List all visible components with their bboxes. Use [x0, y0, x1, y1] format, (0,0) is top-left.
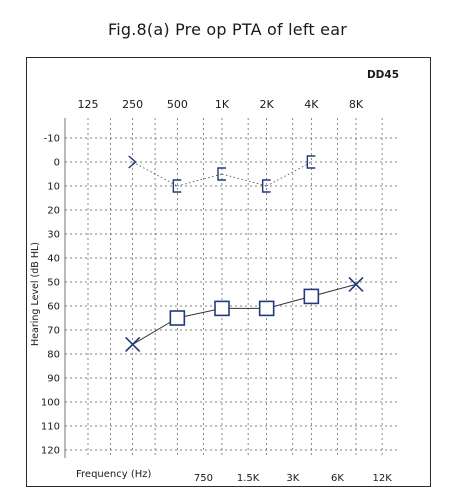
x-bottom-tick-label: 750 — [194, 473, 213, 484]
series-line — [132, 161, 178, 187]
x-axis-title: Frequency (Hz) — [76, 469, 152, 480]
y-tick-label: 90 — [47, 374, 60, 385]
x-tick-label: 4K — [304, 98, 319, 111]
y-tick-label: 120 — [41, 446, 60, 457]
series-line — [177, 173, 223, 187]
x-bottom-tick-label: 1.5K — [237, 473, 260, 484]
x-tick-label: 250 — [122, 98, 143, 111]
x-tick-label: 125 — [78, 98, 99, 111]
square-marker — [303, 288, 320, 305]
y-tick-label: 100 — [41, 398, 60, 409]
square-marker — [169, 310, 186, 326]
y-tick-label: 70 — [47, 326, 60, 337]
bracket-marker — [172, 179, 182, 193]
x-bottom-tick-label: 12K — [372, 473, 392, 484]
x-tick-label: 2K — [260, 98, 275, 111]
x-tick-label: 8K — [349, 98, 364, 111]
figure-caption: Fig.8(a) Pre op PTA of left ear — [108, 20, 347, 39]
square-marker — [258, 300, 275, 317]
x-marker — [125, 336, 141, 352]
y-tick-label: 20 — [47, 206, 60, 217]
x-bottom-tick-label: 3K — [286, 473, 299, 484]
x-tick-label: 500 — [167, 98, 188, 111]
y-tick-label: 0 — [54, 158, 60, 169]
bracket-marker — [217, 167, 226, 181]
audiogram-frame — [26, 57, 431, 487]
bracket-marker — [128, 155, 137, 169]
bracket-marker — [306, 155, 316, 169]
y-tick-label: 30 — [47, 230, 60, 241]
y-axis-title: Hearing Level (dB HL) — [30, 242, 41, 346]
corner-label: DD45 — [367, 69, 399, 81]
y-tick-label: 40 — [47, 254, 60, 265]
y-tick-label: 60 — [47, 302, 60, 313]
y-tick-label: 80 — [47, 350, 60, 361]
y-tick-label: 50 — [47, 278, 60, 289]
y-tick-label: 10 — [47, 182, 60, 193]
y-tick-label: 110 — [41, 422, 60, 433]
x-bottom-tick-label: 6K — [331, 473, 344, 484]
series-line — [266, 161, 312, 187]
series-line — [221, 173, 267, 187]
square-marker — [214, 300, 230, 317]
x-marker — [348, 276, 364, 292]
bracket-marker — [261, 179, 271, 193]
x-tick-label: 1K — [215, 98, 230, 111]
y-tick-label: -10 — [44, 134, 60, 145]
